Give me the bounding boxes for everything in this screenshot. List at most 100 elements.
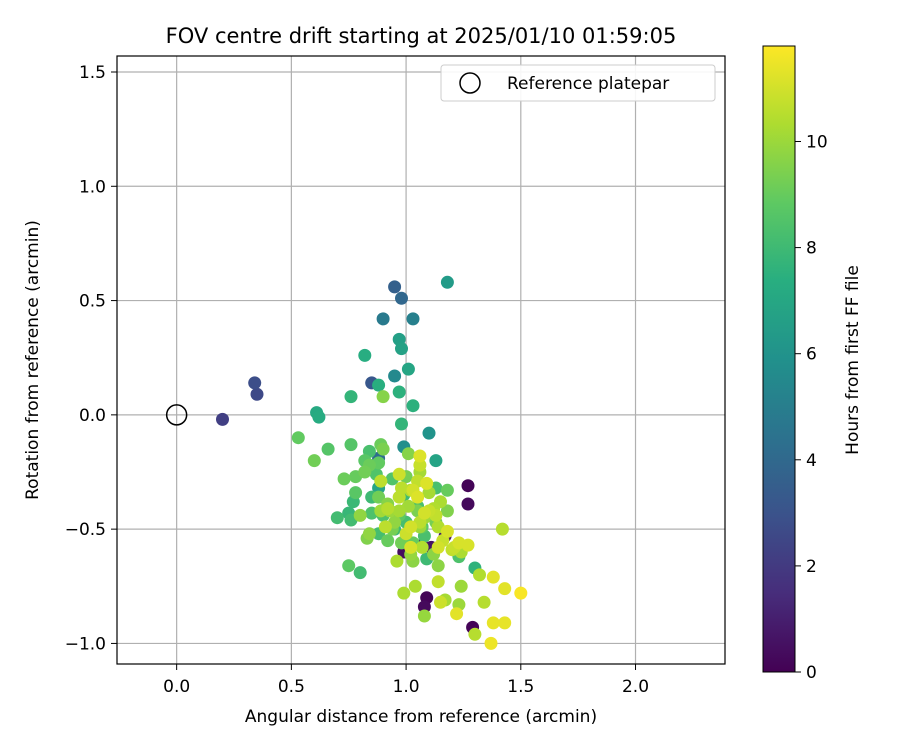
data-point	[450, 607, 464, 621]
y-tick-label: 1.0	[79, 177, 106, 197]
data-point	[406, 312, 420, 326]
colorbar-label: Hours from first FF file	[843, 265, 863, 455]
data-point	[514, 586, 528, 600]
y-tick-label: −0.5	[65, 520, 106, 540]
data-point	[374, 474, 388, 488]
data-point	[372, 490, 386, 504]
data-point	[408, 579, 422, 593]
data-point	[420, 476, 434, 490]
colorbar-tick-label: 10	[806, 132, 828, 152]
data-point	[342, 559, 356, 573]
reference-marker	[165, 404, 188, 426]
data-point	[484, 636, 498, 650]
data-point	[330, 511, 344, 525]
data-point	[376, 442, 390, 456]
data-point	[461, 497, 475, 511]
colorbar-tick-label: 4	[806, 451, 817, 471]
legend-box	[440, 64, 716, 102]
colorbar: 0 2 4 6 8 10 Hours from first FF file	[762, 45, 863, 683]
data-point	[344, 438, 358, 452]
data-point	[422, 426, 436, 440]
data-points	[216, 275, 528, 650]
data-point	[431, 575, 445, 589]
data-point	[486, 616, 500, 630]
data-point	[381, 502, 395, 516]
data-point	[321, 442, 335, 456]
data-point	[291, 431, 305, 445]
colorbar-tick-label: 2	[806, 557, 817, 577]
data-point	[362, 527, 376, 541]
data-point	[378, 520, 392, 534]
chart-title: FOV centre drift starting at 2025/01/10 …	[166, 24, 677, 48]
data-point	[401, 447, 415, 461]
colorbar-ticks: 0 2 4 6 8 10	[795, 132, 828, 683]
data-point	[376, 312, 390, 326]
y-tick-label: 0.0	[79, 406, 106, 426]
data-point	[344, 390, 358, 404]
data-point	[392, 504, 406, 518]
data-point	[413, 458, 427, 472]
data-point	[486, 570, 500, 584]
data-point	[358, 348, 372, 362]
colorbar-tick-label: 6	[806, 345, 817, 365]
data-point	[477, 595, 491, 609]
data-point	[498, 616, 512, 630]
data-point	[429, 454, 443, 468]
x-tick-label: 1.0	[393, 677, 420, 697]
data-point	[216, 412, 229, 426]
data-point	[390, 554, 404, 568]
x-tick-label: 0.0	[163, 677, 190, 697]
data-point	[388, 369, 402, 383]
x-axis-ticks: 0.0 0.5 1.0 1.5 2.0	[163, 664, 649, 697]
grid-lines	[117, 56, 725, 664]
data-point	[397, 586, 411, 600]
data-point	[417, 609, 431, 623]
data-point	[395, 417, 408, 431]
data-point	[401, 362, 415, 376]
data-point	[440, 524, 454, 538]
data-point	[312, 410, 326, 424]
data-point	[353, 508, 367, 522]
legend-label: Reference platepar	[507, 74, 669, 94]
x-axis-label: Angular distance from reference (arcmin)	[245, 707, 597, 727]
y-tick-label: 0.5	[79, 292, 106, 312]
data-point	[440, 504, 454, 518]
y-axis-ticks: −1.0 −0.5 0.0 0.5 1.0 1.5	[65, 63, 117, 654]
data-point	[372, 378, 386, 392]
data-point	[248, 376, 262, 390]
data-point	[413, 449, 427, 463]
data-point	[454, 579, 468, 593]
data-point	[417, 506, 431, 520]
colorbar-gradient	[762, 45, 796, 673]
data-point	[411, 490, 425, 504]
data-point	[392, 467, 406, 481]
colorbar-tick-label: 8	[806, 239, 817, 259]
data-point	[353, 566, 367, 580]
data-point	[381, 534, 395, 548]
data-point	[461, 479, 475, 493]
data-point	[417, 600, 431, 614]
data-point	[461, 538, 475, 552]
plot-frame	[116, 55, 726, 665]
data-point	[468, 627, 482, 641]
data-point	[498, 582, 512, 596]
data-point	[395, 291, 408, 305]
x-tick-label: 2.0	[622, 677, 649, 697]
data-point	[395, 342, 408, 356]
x-tick-label: 0.5	[278, 677, 305, 697]
data-point	[415, 540, 429, 554]
x-tick-label: 1.5	[507, 677, 534, 697]
data-point	[376, 390, 390, 404]
data-point	[250, 387, 264, 401]
data-point	[349, 486, 363, 500]
data-point	[337, 472, 351, 486]
data-point	[404, 540, 418, 554]
data-point	[406, 399, 420, 413]
y-axis-label: Rotation from reference (arcmin)	[23, 220, 43, 500]
data-point	[431, 559, 445, 573]
data-point	[434, 595, 447, 609]
data-point	[388, 280, 402, 294]
data-point	[392, 385, 406, 399]
y-tick-label: 1.5	[79, 63, 106, 83]
